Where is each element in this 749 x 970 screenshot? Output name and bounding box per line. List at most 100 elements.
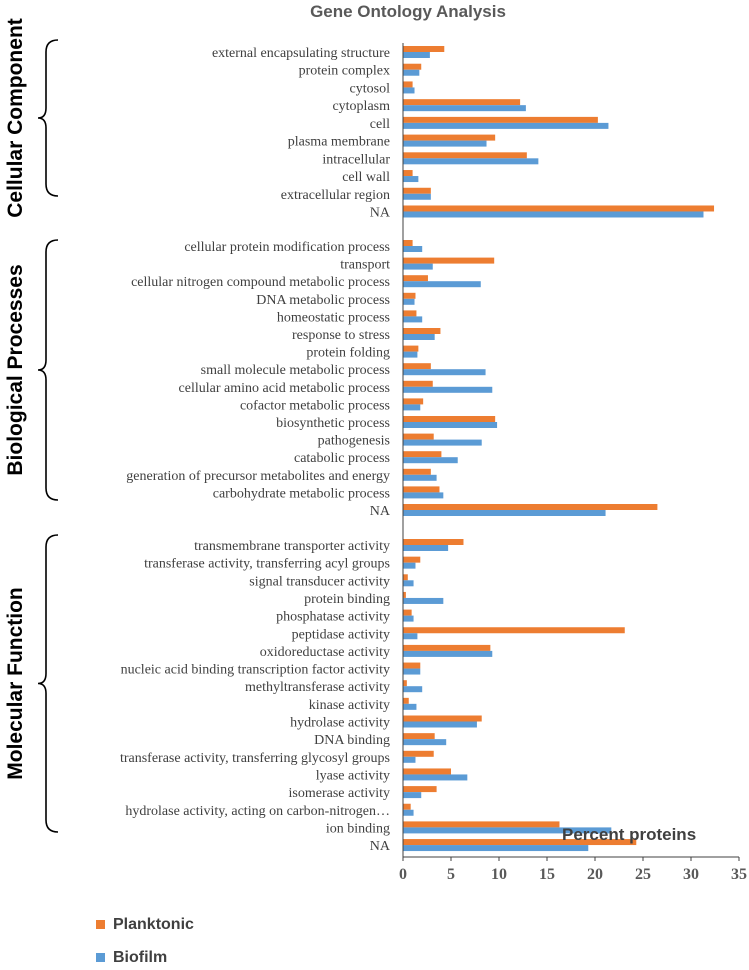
legend: Planktonic Biofilm [96, 916, 194, 966]
category-label: signal transducer activity [249, 574, 390, 589]
bar-biofilm [403, 351, 418, 358]
bar-biofilm [403, 69, 420, 76]
x-tick-label: 35 [731, 866, 747, 883]
bar-planktonic [403, 609, 412, 616]
bar-planktonic [403, 328, 441, 334]
category-label: cofactor metabolic process [240, 398, 390, 413]
bar-biofilm [403, 703, 417, 710]
bar-biofilm [403, 492, 444, 499]
bar-planktonic [403, 81, 413, 88]
bar-planktonic [403, 398, 424, 405]
category-label: cytoplasm [332, 99, 390, 114]
bar-biofilm [403, 211, 704, 218]
category-label: protein complex [299, 64, 390, 79]
bar-planktonic [403, 205, 715, 212]
x-axis-ticks: 0 5 10 15 20 25 30 35 [399, 857, 747, 883]
category-label: peptidase activity [292, 627, 390, 642]
bar-biofilm [403, 105, 526, 112]
category-label: plasma membrane [288, 135, 390, 150]
group-label: Biological Processes [4, 264, 27, 475]
category-label: ion binding [326, 821, 390, 836]
bar-biofilm [403, 774, 468, 781]
bar-planktonic [403, 539, 464, 545]
bar-planktonic [403, 486, 440, 493]
bar-planktonic [403, 715, 482, 722]
category-label: protein folding [306, 346, 390, 361]
group-brackets: Cellular Component Biological Processes Mo… [4, 18, 59, 833]
group-label: Molecular Function [4, 587, 27, 780]
bar-planktonic [403, 750, 434, 757]
bar-planktonic [403, 46, 445, 52]
bar-biofilm [403, 439, 482, 446]
bar-biofilm [403, 686, 423, 693]
category-label: transferase activity, transferring glyco… [120, 751, 390, 766]
category-label: DNA metabolic process [256, 293, 390, 308]
bar-planktonic [403, 662, 421, 669]
bar-biofilm [403, 404, 421, 411]
bar-planktonic [403, 803, 411, 810]
bar-planktonic [403, 433, 434, 440]
category-label: pathogenesis [318, 434, 390, 449]
bar-biofilm [403, 615, 414, 622]
bar-biofilm [403, 474, 437, 481]
category-label: nucleic acid binding transcription facto… [121, 663, 390, 678]
bar-planktonic [403, 644, 491, 651]
legend-label: Planktonic [113, 916, 194, 933]
bar-planktonic [403, 697, 409, 704]
bar-biofilm [403, 369, 486, 376]
chart-title: Gene Ontology Analysis [310, 2, 506, 21]
category-label: cellular amino acid metabolic process [179, 381, 390, 396]
bar-planktonic [403, 451, 442, 458]
category-label: DNA binding [314, 733, 390, 748]
bar-biofilm [403, 809, 414, 816]
bar-biofilm [403, 52, 430, 58]
bar-biofilm [403, 87, 415, 94]
category-label: NA [370, 205, 391, 220]
group-label: Cellular Component [4, 18, 27, 218]
bar-planktonic [403, 768, 451, 775]
category-label: cell [370, 117, 390, 132]
bar-planktonic [403, 257, 495, 264]
bar-biofilm [403, 633, 418, 640]
bar-biofilm [403, 827, 612, 834]
x-tick-label: 30 [683, 866, 699, 883]
category-label: extracellular region [281, 188, 390, 203]
category-label: transferase activity, transferring acyl … [144, 557, 390, 572]
category-label: biosynthetic process [276, 416, 390, 431]
category-labels: external encapsulating structure protein … [120, 46, 391, 854]
bar-planktonic [403, 504, 658, 510]
bar-planktonic [403, 187, 431, 194]
bar-planktonic [403, 416, 496, 422]
x-tick-label: 5 [447, 866, 455, 883]
legend-swatch [96, 920, 105, 929]
bar-biofilm [403, 580, 414, 587]
bar-planktonic [403, 733, 435, 740]
bar-planktonic [403, 839, 637, 846]
group-brace [37, 39, 59, 197]
bar-biofilm [403, 739, 447, 746]
bar-planktonic [403, 556, 421, 563]
bar-planktonic [403, 591, 406, 598]
bar-planktonic [403, 627, 625, 634]
bar-planktonic [403, 134, 496, 141]
bar-biofilm [403, 176, 419, 183]
category-label: small molecule metabolic process [201, 363, 390, 378]
bar-biofilm [403, 334, 435, 340]
category-label: hydrolase activity [290, 716, 390, 731]
bar-biofilm [403, 122, 609, 129]
category-label: kinase activity [309, 698, 390, 713]
category-label: transmembrane transporter activity [194, 539, 390, 554]
category-label: cell wall [342, 170, 390, 185]
bar-planktonic [403, 310, 417, 317]
bar-planktonic [403, 152, 527, 159]
category-label: NA [370, 839, 391, 854]
x-tick-label: 10 [491, 866, 507, 883]
category-label: cellular nitrogen compound metabolic pro… [131, 275, 390, 290]
legend-swatch [96, 953, 105, 962]
bar-planktonic [403, 345, 419, 352]
bar-biofilm [403, 792, 422, 799]
group-brace [37, 534, 59, 833]
legend-label: Biofilm [113, 949, 167, 966]
bar-planktonic [403, 680, 407, 687]
